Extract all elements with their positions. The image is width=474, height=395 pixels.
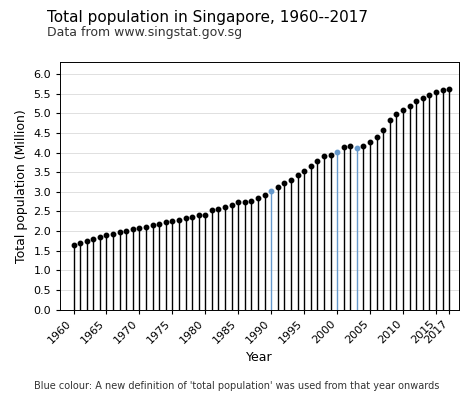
Text: Total population in Singapore, 1960--2017: Total population in Singapore, 1960--201… bbox=[47, 10, 368, 25]
X-axis label: Year: Year bbox=[246, 351, 273, 364]
Text: Data from www.singstat.gov.sg: Data from www.singstat.gov.sg bbox=[47, 26, 243, 39]
Text: Blue colour: A new definition of 'total population' was used from that year onwa: Blue colour: A new definition of 'total … bbox=[34, 381, 440, 391]
Y-axis label: Total population (Million): Total population (Million) bbox=[15, 109, 28, 263]
